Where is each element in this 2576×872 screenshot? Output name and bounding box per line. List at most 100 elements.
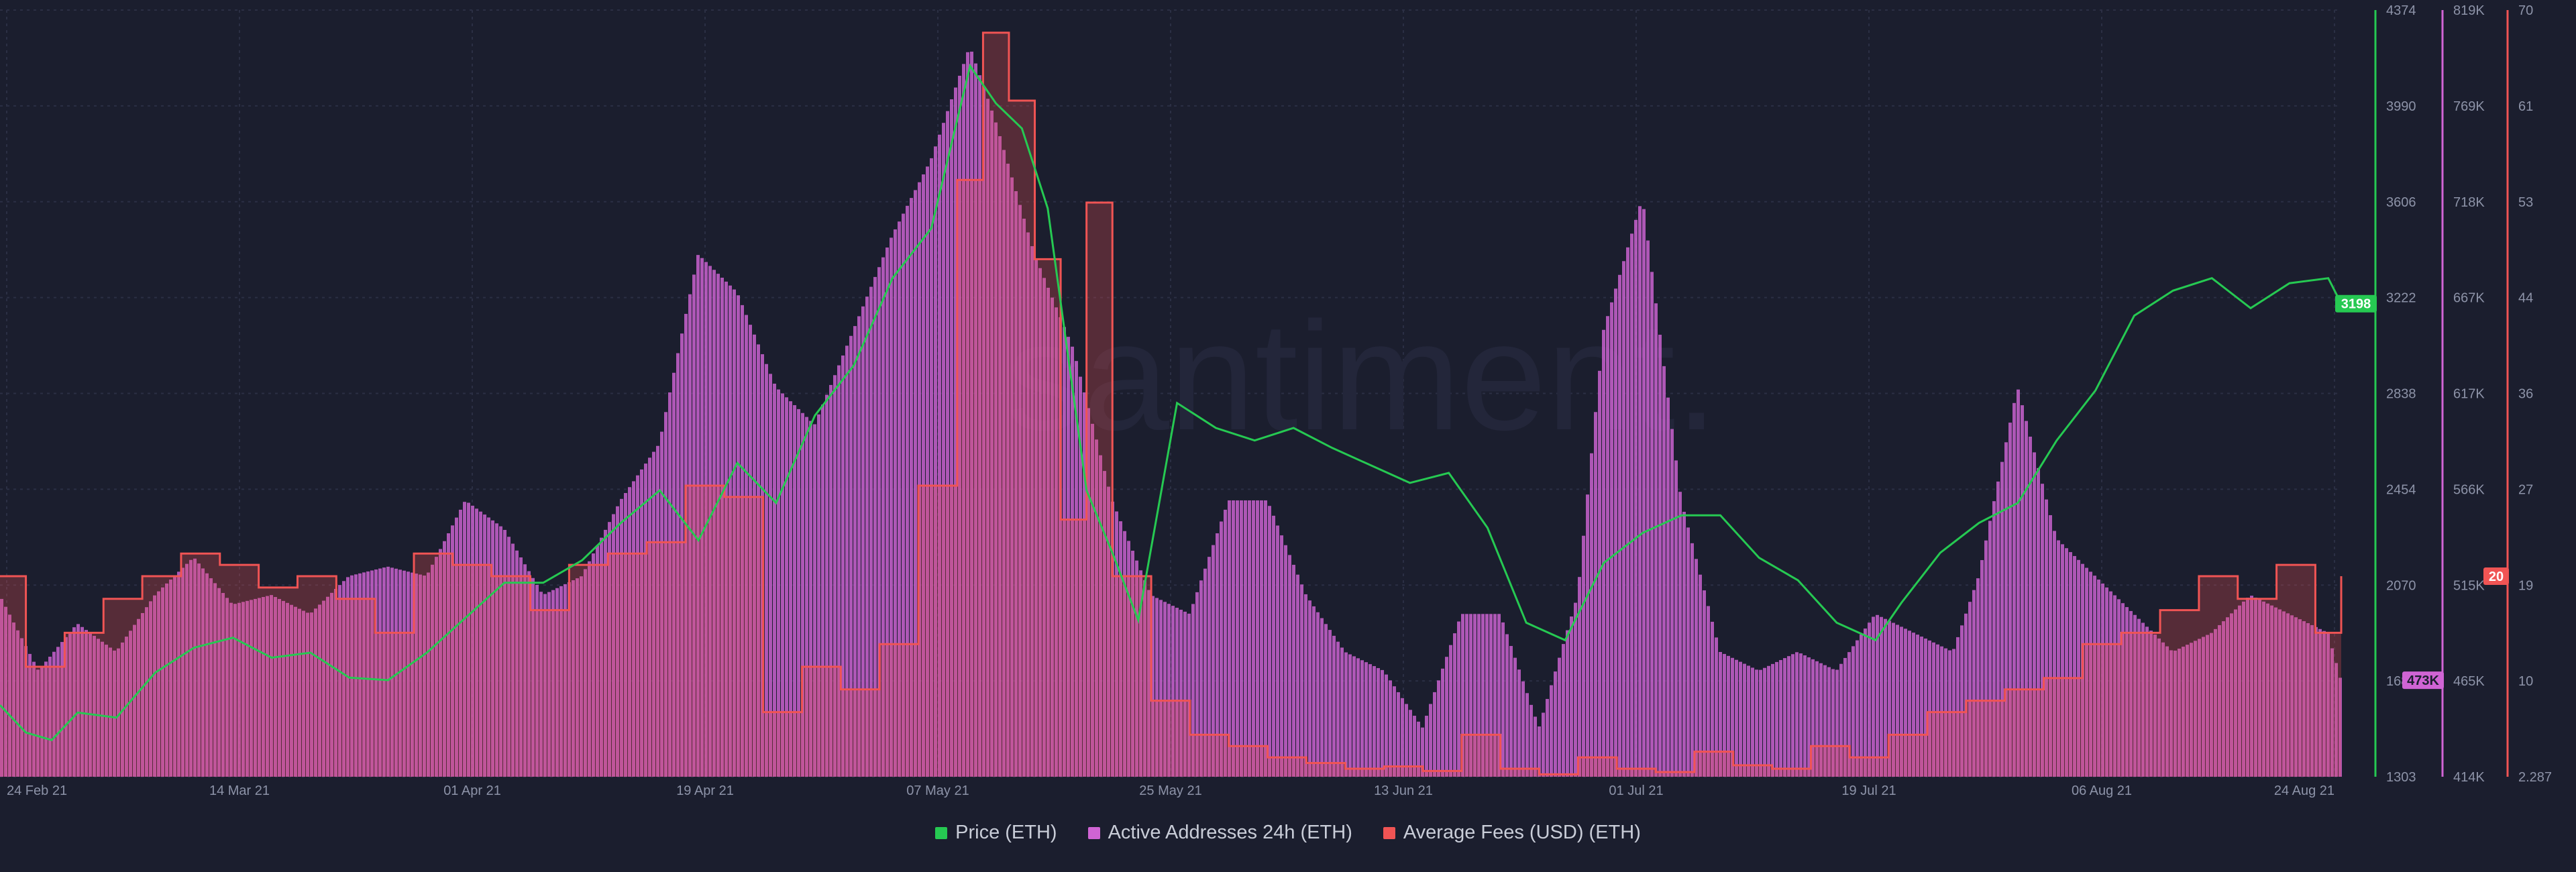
active-addresses-bar: [2242, 601, 2245, 777]
active-addresses-bar: [1417, 721, 1420, 777]
active-addresses-bar: [1497, 614, 1501, 777]
active-addresses-bar: [1984, 540, 1988, 777]
average-fees-series: [0, 32, 2343, 777]
active-addresses-bar: [205, 573, 209, 777]
active-addresses-bar: [338, 585, 341, 777]
active-addresses-bar: [2045, 499, 2048, 777]
active-addresses-bar: [1876, 614, 1879, 777]
active-addresses-bar: [1199, 580, 1203, 777]
active-addresses-bar: [825, 394, 828, 777]
active-addresses-bar: [1642, 209, 1646, 777]
active-addresses-bar: [1332, 635, 1336, 777]
active-addresses-bar: [447, 533, 450, 777]
active-addresses-bar: [1373, 666, 1376, 777]
active-addresses-bar: [1872, 616, 1875, 777]
active-addresses-bar: [80, 626, 84, 777]
active-addresses-bar: [2129, 610, 2133, 777]
active-addresses-bar: [2073, 555, 2076, 777]
legend-item-active-addresses[interactable]: Active Addresses 24h (ETH): [1087, 822, 1352, 844]
active-addresses-bar: [1071, 346, 1074, 777]
active-addresses-bar: [833, 375, 837, 777]
active-addresses-bar: [1123, 531, 1126, 777]
active-addresses-bar: [704, 262, 708, 777]
price-series: [0, 63, 2343, 741]
active-addresses-bar: [1936, 644, 1939, 777]
grid: [0, 9, 2341, 777]
active-addresses-bar: [109, 647, 112, 777]
y-tick-label: 1303: [2386, 770, 2416, 785]
active-addresses-bar: [1469, 614, 1472, 777]
x-tick-label: 24 Feb 21: [7, 783, 67, 798]
active-addresses-bar: [962, 64, 965, 777]
active-addresses-bar: [1920, 637, 1923, 777]
active-addresses-bar: [753, 334, 756, 777]
active-addresses-bar: [1377, 667, 1380, 777]
active-addresses-bar: [1839, 663, 1843, 777]
active-addresses-bar: [1397, 692, 1400, 777]
active-addresses-bar: [986, 99, 989, 777]
y-axes: 4374399036063222283824542070168713033198…: [2335, 3, 2552, 785]
active-addresses-bar: [2206, 635, 2209, 777]
active-addresses-bar: [1586, 494, 1589, 777]
active-addresses-bar: [1473, 614, 1477, 777]
legend-item-average-fees[interactable]: Average Fees (USD) (ETH): [1383, 822, 1641, 844]
active-addresses-bar: [1244, 500, 1247, 777]
active-addresses-bar: [1280, 535, 1283, 777]
active-addresses-bar: [982, 87, 985, 777]
active-addresses-bar: [2089, 571, 2092, 777]
active-addresses-bar: [1711, 621, 1714, 777]
active-addresses-bar: [555, 588, 559, 777]
active-addresses-bar: [1022, 218, 1026, 777]
active-addresses-bar: [423, 576, 426, 777]
active-addresses-bar: [1626, 247, 1629, 777]
active-addresses-bar: [2161, 642, 2165, 777]
active-addresses-bar: [716, 274, 720, 777]
active-addresses-bar: [362, 572, 366, 777]
active-addresses-bar: [2302, 621, 2306, 777]
legend-item-price[interactable]: Price (ETH): [935, 822, 1057, 844]
active-addresses-bar: [1002, 150, 1006, 777]
active-addresses-bar: [435, 557, 438, 777]
y-tick-label: 3222: [2386, 291, 2416, 306]
active-addresses-bar: [729, 285, 732, 777]
active-addresses-bar: [1896, 624, 1899, 777]
active-addresses-bar: [1723, 653, 1726, 777]
active-addresses-bar: [2282, 611, 2286, 777]
active-addresses-bar: [1727, 655, 1730, 777]
active-addresses-bar: [789, 401, 792, 777]
active-addresses-bar: [652, 451, 655, 777]
active-addresses-bar: [97, 639, 100, 777]
active-addresses-bar: [1988, 521, 1992, 777]
y-tick-label: 70: [2518, 3, 2533, 18]
active-addresses-bar: [821, 404, 824, 777]
active-addresses-bar: [1880, 616, 1883, 777]
active-addresses-bar: [910, 198, 913, 777]
active-addresses-bar: [1203, 568, 1207, 777]
active-addresses-bar: [2025, 421, 2028, 777]
active-addresses-bar: [1453, 633, 1456, 777]
active-addresses-bar: [2021, 405, 2024, 777]
active-addresses-bar: [1686, 527, 1690, 777]
active-addresses-bar: [2326, 633, 2330, 777]
active-addresses-bar: [1425, 716, 1428, 777]
active-addresses-bar: [523, 564, 527, 777]
active-addresses-bar: [60, 642, 64, 777]
active-addresses-bar: [640, 469, 643, 777]
active-addresses-bar: [926, 166, 929, 777]
active-addresses-bar: [1163, 602, 1167, 777]
active-addresses-bar: [463, 502, 466, 777]
active-addresses-bar: [2165, 646, 2169, 777]
active-addresses-bar: [1638, 206, 1642, 777]
active-addresses-bar: [2029, 436, 2032, 777]
active-addresses-bar: [1505, 634, 1509, 777]
active-addresses-bar: [1799, 653, 1803, 777]
active-addresses-bar: [1634, 219, 1638, 777]
active-addresses-bar: [1296, 574, 1299, 777]
active-addresses-bar: [1127, 541, 1130, 777]
active-addresses-bar: [954, 87, 957, 777]
active-addresses-bar: [1888, 620, 1891, 777]
active-addresses-bar: [1183, 611, 1187, 777]
active-addresses-bar: [459, 509, 462, 777]
active-addresses-bar: [1666, 397, 1670, 777]
active-addresses-bar: [72, 627, 76, 777]
